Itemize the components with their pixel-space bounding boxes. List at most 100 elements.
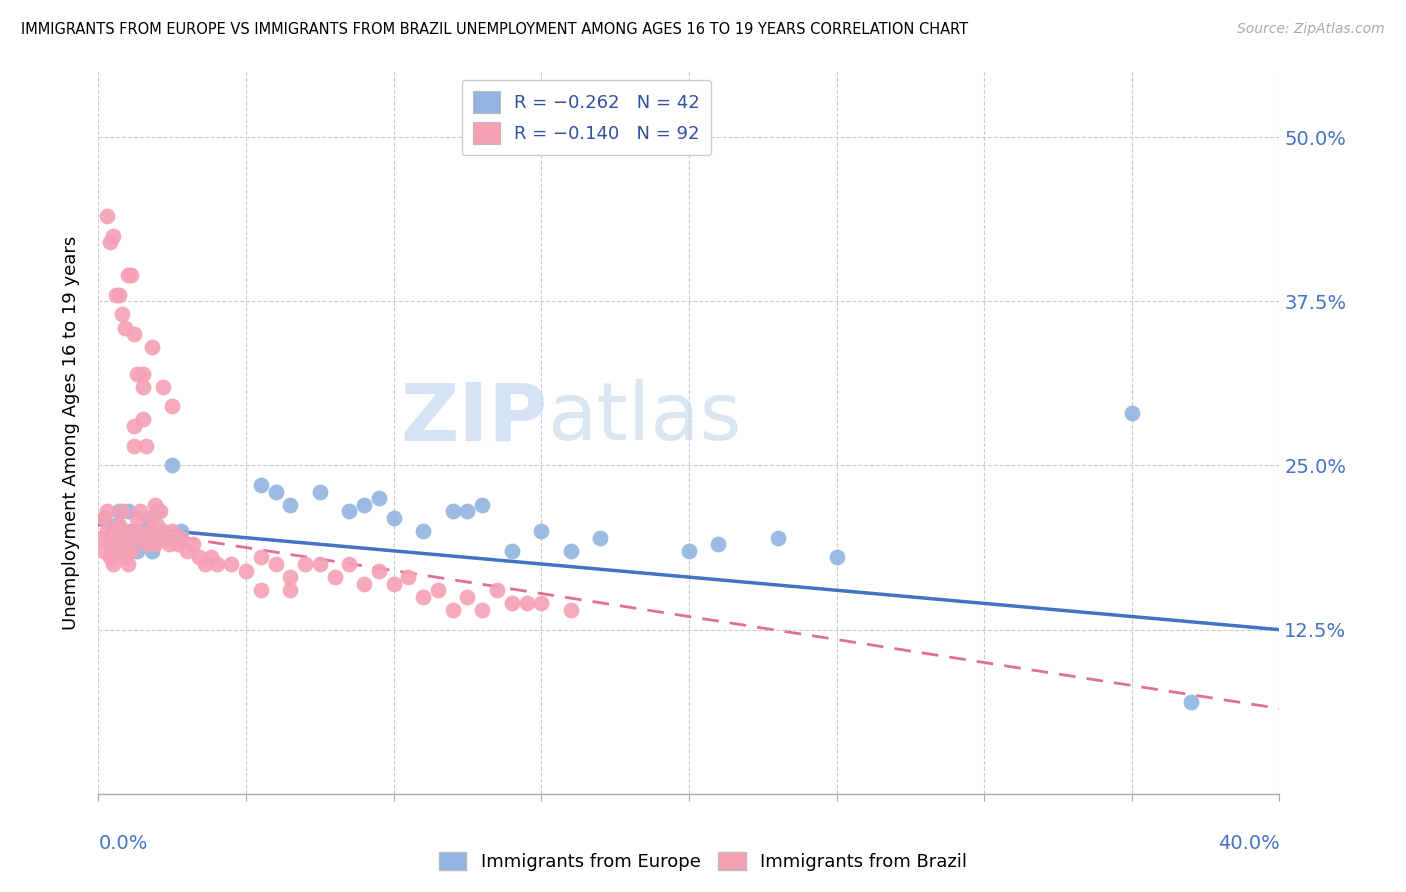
Point <box>162 458 183 473</box>
Point <box>93 544 115 558</box>
Point <box>114 537 136 551</box>
Point <box>162 524 183 538</box>
Point <box>141 544 163 558</box>
Point <box>103 557 125 571</box>
Point <box>471 498 494 512</box>
Point <box>170 524 193 538</box>
Point <box>120 268 142 282</box>
Point <box>441 603 464 617</box>
Point <box>457 590 479 604</box>
Point <box>105 524 128 538</box>
Point <box>98 550 121 565</box>
Point <box>678 544 700 558</box>
Point <box>530 596 553 610</box>
Point <box>117 504 139 518</box>
Point <box>93 511 115 525</box>
Point <box>120 524 142 538</box>
Point <box>149 531 172 545</box>
Point <box>108 287 131 301</box>
Point <box>382 576 405 591</box>
Point <box>103 228 125 243</box>
Text: atlas: atlas <box>547 379 741 458</box>
Point <box>368 491 391 506</box>
Point <box>111 531 134 545</box>
Point <box>98 537 121 551</box>
Point <box>187 550 209 565</box>
Point <box>194 557 217 571</box>
Text: ZIP: ZIP <box>399 379 547 458</box>
Point <box>96 504 118 518</box>
Point <box>560 544 582 558</box>
Point <box>125 511 148 525</box>
Point <box>152 531 174 545</box>
Point <box>412 524 434 538</box>
Point <box>1121 406 1143 420</box>
Point <box>457 504 479 518</box>
Point <box>235 564 257 578</box>
Point <box>264 557 287 571</box>
Point <box>353 498 375 512</box>
Point <box>167 537 190 551</box>
Point <box>221 557 243 571</box>
Point <box>707 537 730 551</box>
Point <box>146 517 169 532</box>
Point <box>412 590 434 604</box>
Point <box>111 504 134 518</box>
Point <box>176 544 198 558</box>
Point <box>560 603 582 617</box>
Point <box>128 531 150 545</box>
Point <box>309 557 332 571</box>
Point <box>141 511 163 525</box>
Point <box>766 531 789 545</box>
Point <box>516 596 538 610</box>
Point <box>132 367 155 381</box>
Point <box>138 524 160 538</box>
Point <box>155 531 177 545</box>
Point <box>152 379 174 393</box>
Point <box>501 544 523 558</box>
Point <box>141 340 163 354</box>
Y-axis label: Unemployment Among Ages 16 to 19 years: Unemployment Among Ages 16 to 19 years <box>62 235 80 630</box>
Point <box>122 419 145 434</box>
Point <box>117 268 139 282</box>
Point <box>90 531 112 545</box>
Point <box>441 504 464 518</box>
Point <box>105 287 128 301</box>
Point <box>111 307 134 321</box>
Point <box>250 478 273 492</box>
Point <box>108 504 131 518</box>
Point <box>339 557 361 571</box>
Point <box>149 504 172 518</box>
Point <box>143 498 166 512</box>
Point <box>96 209 118 223</box>
Point <box>501 596 523 610</box>
Point <box>125 367 148 381</box>
Point <box>103 524 125 538</box>
Point <box>125 544 148 558</box>
Legend: R = −0.262   N = 42, R = −0.140   N = 92: R = −0.262 N = 42, R = −0.140 N = 92 <box>461 80 710 155</box>
Point <box>1180 695 1202 709</box>
Point <box>368 564 391 578</box>
Point <box>152 524 174 538</box>
Point <box>122 327 145 342</box>
Point <box>398 570 420 584</box>
Point <box>200 550 222 565</box>
Point <box>135 537 157 551</box>
Point <box>120 544 142 558</box>
Point <box>323 570 346 584</box>
Point <box>117 531 139 545</box>
Point <box>120 524 142 538</box>
Point <box>117 557 139 571</box>
Legend: Immigrants from Europe, Immigrants from Brazil: Immigrants from Europe, Immigrants from … <box>432 845 974 879</box>
Point <box>471 603 494 617</box>
Point <box>162 400 183 414</box>
Point <box>122 439 145 453</box>
Point <box>132 379 155 393</box>
Point <box>98 531 121 545</box>
Point <box>108 537 131 551</box>
Point <box>128 504 150 518</box>
Point <box>111 544 134 558</box>
Point <box>108 517 131 532</box>
Point <box>135 531 157 545</box>
Point <box>486 583 509 598</box>
